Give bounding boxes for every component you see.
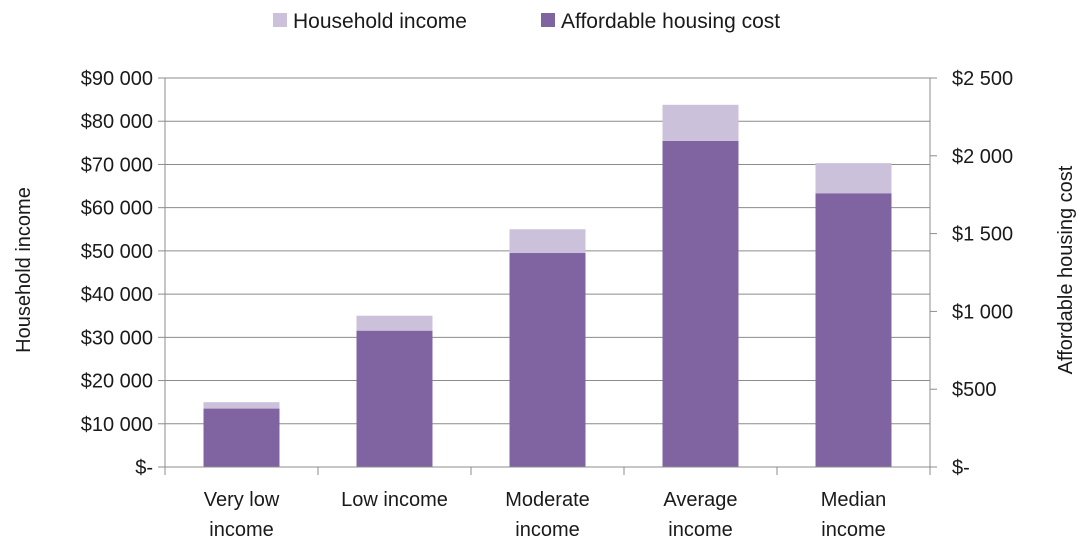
right-axis-ticks: $- $500 $1 000 $1 500 $2 000 $2 500 xyxy=(952,68,1013,479)
right-axis-title: Affordable housing cost xyxy=(1055,165,1077,374)
category-label: Average income xyxy=(663,489,737,541)
category-labels: Very low income Low income Moderate income Av… xyxy=(204,489,887,541)
legend-label: Household income xyxy=(293,10,467,33)
left-tick-label: $- xyxy=(135,457,153,479)
legend-swatch xyxy=(273,13,287,27)
left-tick-label: $50 000 xyxy=(81,241,153,263)
right-tick-label: $2 000 xyxy=(952,146,1013,168)
bars xyxy=(203,104,892,468)
category-label: Low income xyxy=(341,489,448,511)
housing-cost-bar xyxy=(509,253,586,467)
right-tick-label: $2 500 xyxy=(952,68,1013,90)
housing-cost-bar xyxy=(815,193,892,467)
category-label: Very low income xyxy=(204,489,280,541)
legend-swatch xyxy=(541,13,555,27)
left-axis-title: Household income xyxy=(13,187,35,353)
right-tick-label: $500 xyxy=(952,379,997,401)
housing-cost-bar xyxy=(203,408,280,467)
left-tick-label: $10 000 xyxy=(81,414,153,436)
housing-cost-bar xyxy=(356,330,433,467)
left-axis-ticks: $- $10 000 $20 000 $30 000 $40 000 $50 000 $60… xyxy=(81,68,153,479)
left-tick-label: $60 000 xyxy=(81,198,153,220)
left-tick-label: $20 000 xyxy=(81,371,153,393)
legend: Household income Affordable housing cost xyxy=(273,10,780,33)
left-tick-label: $40 000 xyxy=(81,284,153,306)
right-tick-label: $1 000 xyxy=(952,301,1013,323)
category-label: Median income xyxy=(821,489,887,541)
category-label: Moderate income xyxy=(505,489,590,541)
housing-cost-bar xyxy=(662,141,739,467)
axes xyxy=(158,77,937,475)
left-tick-label: $30 000 xyxy=(81,327,153,349)
left-tick-label: $80 000 xyxy=(81,111,153,133)
left-tick-label: $70 000 xyxy=(81,154,153,176)
right-tick-label: $- xyxy=(952,457,970,479)
right-tick-label: $1 500 xyxy=(952,224,1013,246)
left-tick-label: $90 000 xyxy=(81,68,153,90)
legend-label: Affordable housing cost xyxy=(561,10,780,33)
